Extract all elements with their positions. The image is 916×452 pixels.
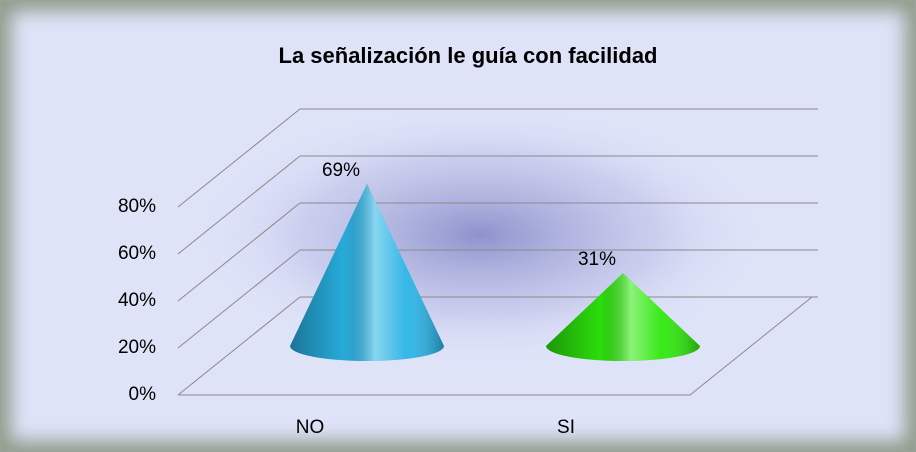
value-label: 69%: [322, 160, 360, 181]
y-tick-label: 60%: [118, 243, 156, 264]
cone-shade: [290, 183, 444, 361]
cone-shade: [546, 273, 700, 361]
grid-line: [177, 202, 818, 302]
y-tick-label: 20%: [118, 337, 156, 358]
plot-glow: [190, 105, 770, 365]
x-tick-label: NO: [296, 417, 325, 438]
floor-edge: [178, 296, 813, 396]
grid-line: [177, 249, 818, 349]
value-label: 31%: [578, 249, 616, 270]
grid-line: [177, 108, 818, 208]
chart-title: La señalización le guía con facilidad: [279, 43, 658, 68]
y-tick-label: 0%: [129, 384, 157, 405]
y-tick-label: 80%: [118, 196, 156, 217]
grid-line: [177, 155, 818, 255]
x-tick-label: SI: [557, 417, 575, 438]
y-tick-label: 40%: [118, 290, 156, 311]
